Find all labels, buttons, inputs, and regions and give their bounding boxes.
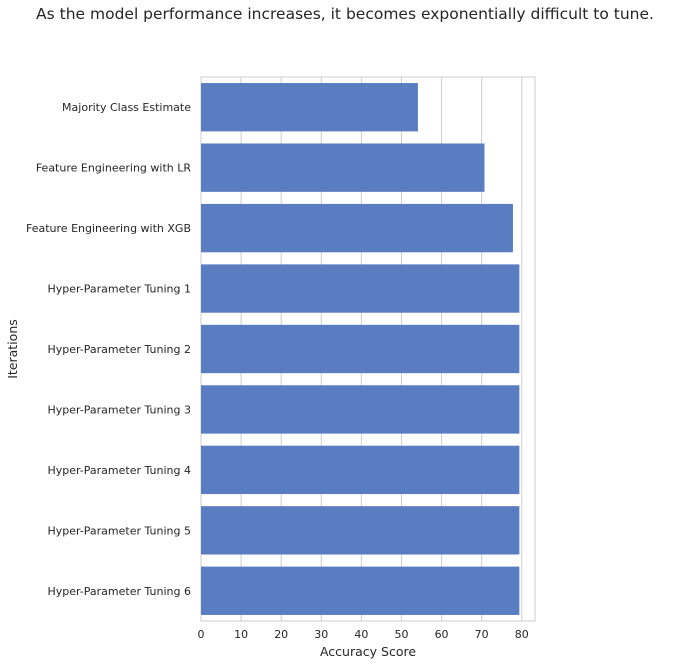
bar (201, 566, 520, 615)
bar (201, 385, 520, 434)
y-axis-label: Iterations (5, 319, 20, 379)
bar (201, 324, 520, 374)
y-tick-label: Feature Engineering with LR (36, 162, 192, 175)
bar (201, 203, 513, 253)
x-tick-label: 80 (515, 628, 529, 641)
y-tick-labels: Majority Class Estimate Feature Engineeri… (26, 101, 191, 598)
y-tick-label: Feature Engineering with XGB (26, 222, 191, 235)
bar (201, 83, 418, 132)
y-tick-label: Hyper-Parameter Tuning 4 (47, 464, 191, 477)
x-tick-label: 20 (274, 628, 288, 641)
y-tick-label: Hyper-Parameter Tuning 2 (47, 343, 191, 356)
y-tick-label: Hyper-Parameter Tuning 3 (47, 403, 191, 416)
bar (201, 264, 520, 313)
y-tick-label: Hyper-Parameter Tuning 1 (47, 283, 191, 296)
x-tick-label: 0 (198, 628, 205, 641)
bar (201, 506, 520, 555)
x-tick-labels: 0 10 20 30 40 50 60 70 80 (198, 628, 529, 641)
chart-title: As the model performance increases, it b… (36, 5, 654, 23)
x-tick-label: 60 (435, 628, 449, 641)
x-tick-label: 10 (234, 628, 248, 641)
x-tick-label: 70 (475, 628, 489, 641)
bars (201, 83, 520, 615)
y-tick-label: Hyper-Parameter Tuning 5 (47, 524, 191, 537)
bar (201, 143, 485, 192)
x-axis-label: Accuracy Score (320, 644, 416, 659)
x-tick-label: 30 (314, 628, 328, 641)
bar (201, 445, 520, 495)
y-tick-label: Hyper-Parameter Tuning 6 (47, 585, 191, 598)
x-tick-label: 40 (354, 628, 368, 641)
y-tick-label: Majority Class Estimate (62, 101, 191, 114)
x-tick-label: 50 (394, 628, 408, 641)
